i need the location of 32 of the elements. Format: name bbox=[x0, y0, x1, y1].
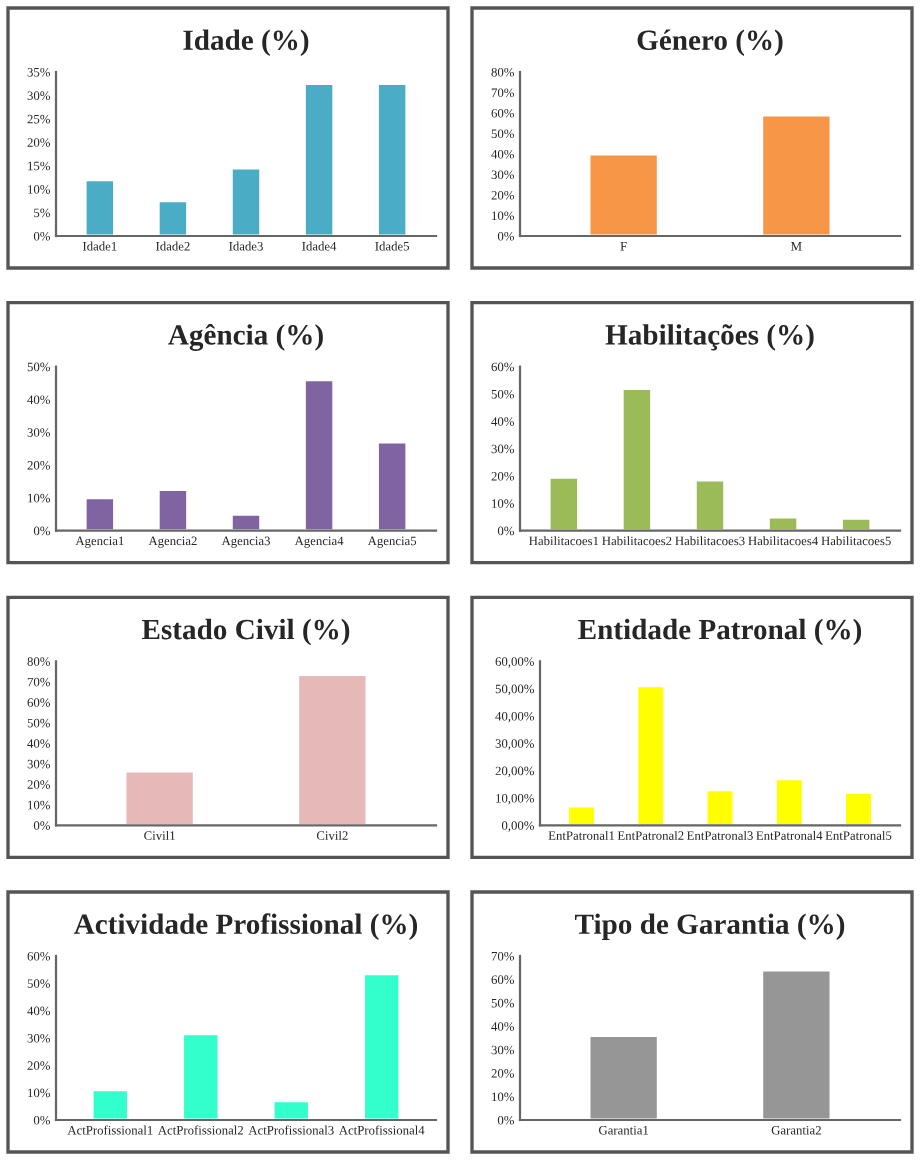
bar bbox=[229, 166, 263, 236]
bar bbox=[303, 82, 336, 236]
chart-title: Habilitações (%) bbox=[605, 324, 814, 351]
chart-title: Agência (%) bbox=[168, 323, 323, 351]
bar bbox=[90, 1088, 130, 1120]
bar bbox=[362, 972, 402, 1120]
bar bbox=[773, 777, 805, 826]
bar bbox=[767, 515, 800, 531]
chart-title: Actividade Profissional (%) bbox=[73, 913, 418, 940]
bar bbox=[547, 475, 580, 531]
chart-title: Género (%) bbox=[637, 29, 783, 56]
bar bbox=[229, 512, 263, 531]
bar bbox=[704, 788, 736, 826]
bar bbox=[840, 516, 873, 531]
chart-title: Tipo de Garantia (%) bbox=[575, 913, 845, 940]
bar bbox=[693, 478, 727, 531]
bar bbox=[156, 488, 189, 531]
bar bbox=[376, 82, 409, 236]
chart-title: Entidade Patronal (%) bbox=[578, 618, 862, 646]
bar bbox=[566, 804, 597, 826]
bar bbox=[271, 1099, 311, 1120]
bar bbox=[843, 791, 874, 826]
bar bbox=[156, 199, 189, 236]
bar bbox=[181, 1032, 221, 1120]
chart-title: Idade (%) bbox=[183, 29, 309, 56]
bar bbox=[620, 387, 653, 531]
bar bbox=[83, 496, 116, 531]
bar bbox=[83, 178, 116, 236]
bar bbox=[376, 440, 409, 531]
bar bbox=[635, 684, 667, 826]
bar bbox=[303, 378, 336, 531]
chart-title: Estado Civil (%) bbox=[141, 618, 350, 646]
